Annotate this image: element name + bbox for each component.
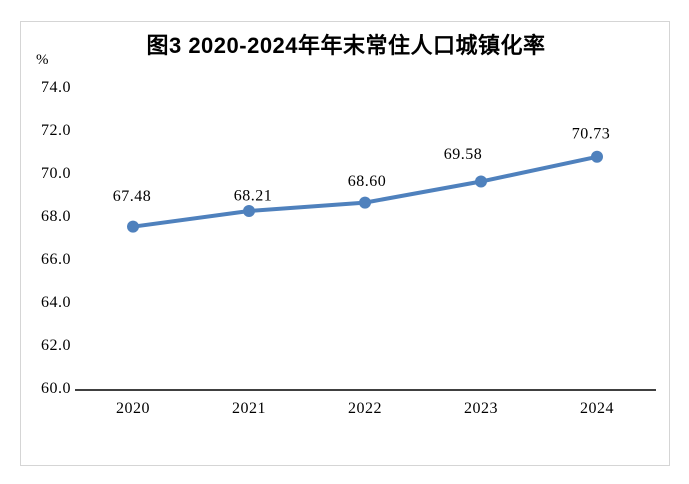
data-point-marker [591,150,603,163]
data-point-marker [127,220,139,233]
data-label: 68.21 [234,187,273,204]
y-tick-label: 60.0 [41,380,71,397]
x-tick-label: 2021 [232,400,266,417]
x-tick-label: 2020 [116,400,150,417]
data-label: 70.73 [572,125,611,142]
y-tick-label: 74.0 [41,79,71,96]
y-tick-label: 72.0 [41,122,71,139]
x-tick-label: 2023 [464,400,498,417]
data-point-marker [359,196,371,209]
data-point-marker [475,175,487,188]
x-tick-label: 2022 [348,400,382,417]
series-line [131,154,599,229]
y-tick-label: 68.0 [41,208,71,225]
data-label: 68.60 [348,173,387,190]
data-label: 67.48 [113,188,152,205]
y-tick-label: 62.0 [41,337,71,354]
chart-title: 图3 2020-2024年年末常住人口城镇化率 [146,33,546,58]
y-tick-label: 70.0 [41,165,71,182]
x-tick-label: 2024 [580,400,614,417]
data-label: 69.58 [444,146,483,163]
y-axis-unit-label: % [36,52,49,68]
y-tick-label: 64.0 [41,294,71,311]
data-point-marker [243,204,255,217]
chart-frame [20,21,670,466]
y-tick-label: 66.0 [41,251,71,268]
